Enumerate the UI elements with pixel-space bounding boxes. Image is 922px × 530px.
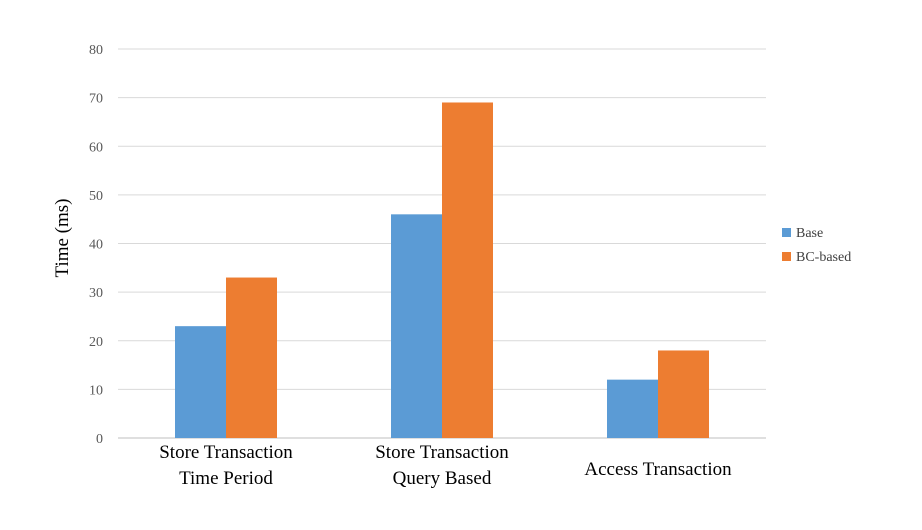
x-category-label: Store Transaction — [159, 442, 293, 463]
legend-label: BC-based — [796, 250, 851, 265]
bar-bc-based-1 — [442, 102, 493, 439]
bar-base-0 — [175, 326, 226, 438]
bar-bc-based-2 — [658, 350, 709, 438]
y-tick-label: 0 — [96, 432, 103, 447]
bar-base-1 — [391, 214, 442, 438]
legend-swatch — [782, 228, 791, 237]
x-category-label: Time Period — [179, 468, 273, 489]
y-tick-label: 30 — [89, 286, 103, 301]
bars — [175, 102, 709, 439]
y-axis-title: Time (ms) — [52, 198, 73, 277]
y-tick-label: 50 — [89, 189, 103, 204]
y-axis-ticks: 0 10 20 30 40 50 60 70 80 — [89, 43, 103, 447]
legend-swatch — [782, 252, 791, 261]
legend: Base BC-based — [782, 226, 851, 265]
y-tick-label: 70 — [89, 92, 103, 107]
y-tick-label: 20 — [89, 335, 103, 350]
x-category-label: Query Based — [393, 468, 492, 489]
y-tick-label: 10 — [89, 383, 103, 398]
y-tick-label: 60 — [89, 140, 103, 155]
y-tick-label: 40 — [89, 238, 103, 253]
bar-base-2 — [607, 379, 658, 438]
y-tick-label: 80 — [89, 43, 103, 58]
legend-label: Base — [796, 226, 823, 241]
x-category-label: Access Transaction — [584, 459, 732, 480]
bar-bc-based-0 — [226, 277, 277, 438]
x-axis-categories: Store Transaction Time Period Store Transa… — [159, 442, 732, 489]
x-category-label: Store Transaction — [375, 442, 509, 463]
